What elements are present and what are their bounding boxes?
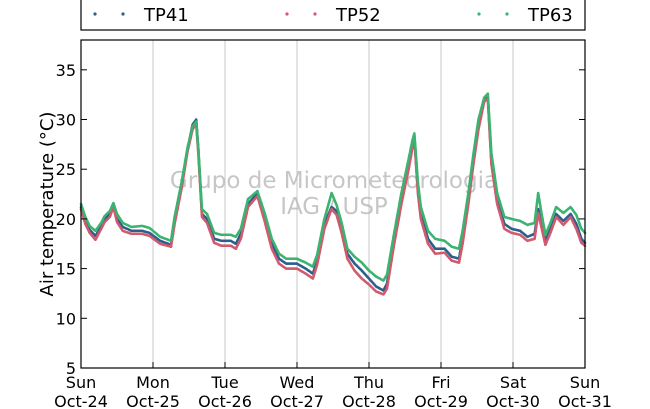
- legend-marker-1b: [121, 12, 125, 16]
- x-tick-label-day: Sun: [66, 373, 96, 392]
- y-tick-label: 15: [56, 260, 76, 279]
- watermark-line-1: Grupo de Micrometeorologia: [170, 168, 498, 194]
- x-tick-label-day: Sun: [570, 373, 600, 392]
- x-tick-label-date: Oct-28: [342, 392, 396, 409]
- x-tick-label-date: Oct-30: [486, 392, 540, 409]
- legend-label-2: TP52: [335, 5, 381, 26]
- legend-marker-2a: [285, 12, 289, 16]
- vertical-grid: [152, 40, 514, 368]
- y-tick-label: 35: [56, 61, 76, 80]
- legend-entry-2: TP52: [285, 5, 381, 26]
- x-tick-label-date: Oct-27: [270, 392, 324, 409]
- x-tick-label-day: Fri: [431, 373, 450, 392]
- x-tick-label-date: Oct-31: [558, 392, 612, 409]
- y-tick-label: 25: [56, 160, 76, 179]
- x-tick-label-date: Oct-25: [126, 392, 180, 409]
- x-tick-label-date: Oct-24: [54, 392, 108, 409]
- y-tick-label: 30: [56, 111, 76, 130]
- y-tick-label: 10: [56, 309, 76, 328]
- legend: TP41 TP52 TP63: [80, 0, 586, 31]
- legend-marker-3b: [505, 12, 509, 16]
- legend-label-1: TP41: [143, 5, 189, 26]
- x-tick-label-date: Oct-26: [198, 392, 252, 409]
- x-tick-label-day: Sat: [500, 373, 526, 392]
- legend-marker-2b: [313, 12, 317, 16]
- x-axis: SunOct-24MonOct-25TueOct-26WedOct-27ThuO…: [54, 362, 612, 409]
- y-axis-label: Air temperature (°C): [37, 112, 58, 297]
- series-layer: [79, 92, 587, 296]
- legend-entry-1: TP41: [93, 5, 189, 26]
- x-tick-label-day: Mon: [136, 373, 170, 392]
- legend-marker-1a: [93, 12, 97, 16]
- x-tick-label-day: Wed: [280, 373, 315, 392]
- y-tick-label: 5: [66, 359, 76, 378]
- x-tick-label-day: Thu: [353, 373, 384, 392]
- y-axis: 5 10 15 20 25 30 35: [56, 61, 585, 378]
- plot-frame: [80, 39, 586, 369]
- series-TP63: [79, 92, 587, 282]
- legend-entry-3: TP63: [477, 5, 573, 26]
- x-tick-label-date: Oct-29: [414, 392, 468, 409]
- x-tick-label-day: Tue: [210, 373, 238, 392]
- legend-marker-3a: [477, 12, 481, 16]
- legend-label-3: TP63: [527, 5, 573, 26]
- legend-frame: [80, 0, 586, 31]
- watermark: Grupo de Micrometeorologia IAG / USP: [170, 168, 498, 220]
- y-tick-label: 20: [56, 210, 76, 229]
